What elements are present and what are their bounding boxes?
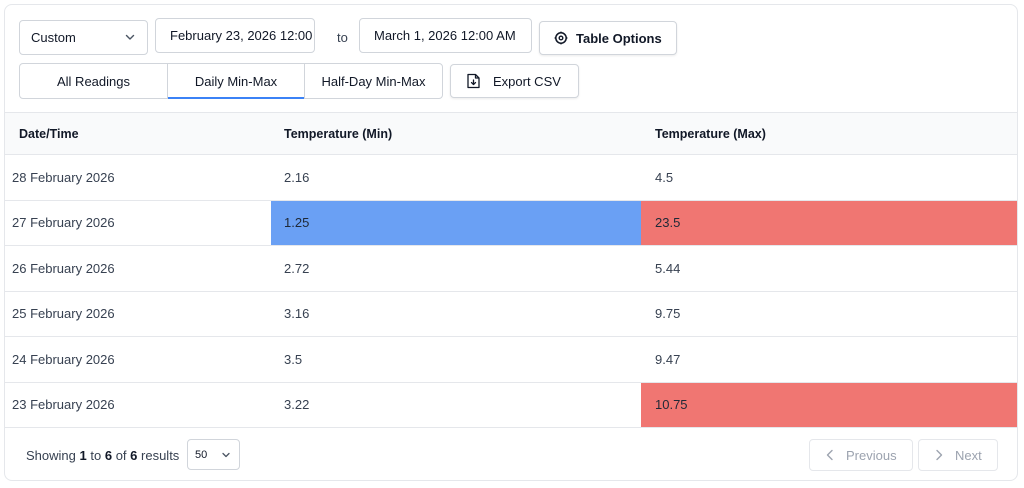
cell-date: 26 February 2026 [12, 260, 115, 276]
results-prefix: Showing [26, 448, 76, 463]
pagination-footer: Showing 1 to 6 of 6 results 50 Previous … [5, 428, 1017, 480]
results-from: 1 [79, 448, 87, 463]
cell-date: 27 February 2026 [12, 215, 115, 231]
cell-temperature-min: 3.5 [284, 351, 303, 367]
chevron-down-icon [222, 452, 230, 458]
range-select[interactable]: Custom [19, 20, 148, 55]
results-total: 6 [130, 448, 138, 463]
cell-temperature-max: 9.47 [655, 351, 681, 367]
cell-temperature-max: 9.75 [655, 306, 681, 322]
export-csv-label: Export CSV [493, 73, 561, 89]
results-summary: Showing 1 to 6 of 6 results [26, 448, 179, 463]
cell-temperature-min: 1.25 [271, 200, 641, 245]
cell-temperature-max: 10.75 [641, 382, 1017, 427]
previous-label: Previous [846, 447, 897, 463]
chevron-down-icon [125, 34, 135, 40]
next-page-button[interactable]: Next [918, 439, 998, 471]
table-options-label: Table Options [576, 30, 662, 46]
tab-all-readings[interactable]: All Readings [20, 64, 168, 98]
table-row: 26 February 2026 2.72 5.44 [5, 246, 1017, 292]
table-row: 23 February 2026 3.22 10.75 [5, 382, 1017, 428]
cell-temperature-min: 2.16 [284, 169, 310, 185]
cell-date: 28 February 2026 [12, 169, 115, 185]
tab-half-day-min-max[interactable]: Half-Day Min-Max [305, 64, 442, 98]
tab-label: Daily Min-Max [194, 73, 278, 89]
cell-temperature-min: 2.72 [284, 260, 310, 276]
cell-temperature-max: 4.5 [655, 169, 674, 185]
page-size-value: 50 [195, 448, 208, 461]
export-csv-button[interactable]: Export CSV [450, 64, 579, 98]
next-label: Next [955, 447, 982, 463]
file-download-icon [467, 73, 480, 89]
chevron-left-icon [826, 449, 833, 461]
tab-label: Half-Day Min-Max [321, 73, 426, 89]
table-row: 27 February 2026 1.25 23.5 [5, 200, 1017, 246]
cell-temperature-max: 5.44 [655, 260, 681, 276]
date-range-separator: to [337, 30, 348, 45]
cell-temperature-min: 3.16 [284, 306, 310, 322]
table-body: 28 February 2026 2.16 4.5 27 February 2026 1… [5, 155, 1017, 428]
cell-date: 25 February 2026 [12, 306, 115, 322]
table-row: 24 February 2026 3.5 9.47 [5, 337, 1017, 383]
results-to: 6 [104, 448, 113, 463]
table-options-button[interactable]: Table Options [539, 21, 677, 55]
date-from-input[interactable]: February 23, 2026 12:00 AM [155, 18, 315, 53]
range-select-value: Custom [31, 30, 76, 45]
chevron-right-icon [936, 449, 943, 461]
gear-icon [554, 31, 568, 45]
readings-card: Custom February 23, 2026 12:00 AM to Mar… [4, 4, 1018, 481]
page-size-select[interactable]: 50 [187, 439, 240, 470]
column-header-min[interactable]: Temperature (Min) [284, 127, 393, 141]
date-from-value: February 23, 2026 12:00 AM [170, 28, 314, 43]
cell-temperature-min: 3.22 [284, 397, 310, 413]
date-to-input[interactable]: March 1, 2026 12:00 AM [359, 18, 532, 53]
readings-table: Date/Time Temperature (Min) Temperature … [5, 112, 1017, 428]
cell-temperature-max: 23.5 [641, 200, 1017, 245]
view-tabs: All Readings Daily Min-Max Half-Day Min-… [19, 63, 443, 99]
tab-label: All Readings [57, 73, 130, 89]
results-to-word: to [90, 448, 102, 463]
results-of-word: of [115, 448, 127, 463]
cell-date: 23 February 2026 [12, 397, 115, 413]
table-row: 28 February 2026 2.16 4.5 [5, 155, 1017, 201]
cell-date: 24 February 2026 [12, 351, 115, 367]
date-to-value: March 1, 2026 12:00 AM [374, 28, 516, 43]
results-word: results [141, 448, 180, 463]
column-header-date[interactable]: Date/Time [19, 127, 79, 141]
column-header-max[interactable]: Temperature (Max) [655, 127, 766, 141]
previous-page-button[interactable]: Previous [809, 439, 913, 471]
table-row: 25 February 2026 3.16 9.75 [5, 292, 1017, 337]
tab-daily-min-max[interactable]: Daily Min-Max [168, 64, 305, 99]
table-header: Date/Time Temperature (Min) Temperature … [5, 112, 1017, 155]
